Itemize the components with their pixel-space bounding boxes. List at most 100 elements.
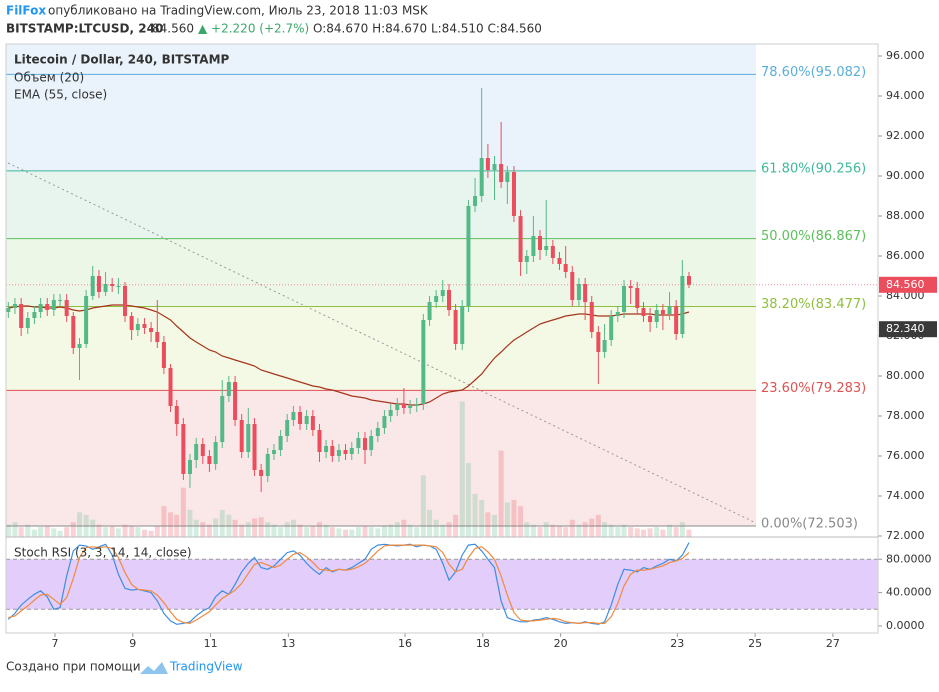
candle-body (343, 450, 348, 454)
candle-body (330, 446, 335, 456)
volume-bar (479, 500, 485, 537)
volume-bar (135, 527, 141, 537)
candle-body (531, 236, 536, 256)
volume-bar (316, 522, 322, 537)
candle-body (310, 416, 315, 430)
candle-body (628, 286, 633, 288)
candle-body (155, 332, 160, 342)
candle-body (544, 246, 549, 250)
volume-bar (433, 519, 439, 537)
volume-bar (634, 528, 640, 537)
candle-body (110, 284, 115, 286)
volume-bar (5, 524, 11, 537)
candle-body (246, 424, 251, 452)
candle-body (233, 382, 238, 420)
volume-bar (323, 524, 329, 537)
volume-bar (115, 528, 121, 537)
candle-body (32, 312, 37, 318)
candle-body (550, 246, 555, 258)
volume-bar (25, 524, 31, 537)
price-tag-label: 84.560 (886, 278, 925, 291)
volume-bar (375, 528, 381, 537)
y-tick-label: 88.000 (886, 209, 925, 222)
candle-body (356, 438, 361, 448)
candle-body (466, 206, 471, 306)
volume-bar (589, 518, 595, 537)
volume-bar (187, 509, 193, 537)
stoch-tick-label: 0.0000 (886, 619, 925, 632)
candle-body (6, 308, 11, 312)
candle-body (583, 284, 588, 302)
candle-body (207, 456, 212, 464)
volume-bar (524, 522, 530, 537)
fib-label: 50.00%(86.867) (761, 229, 866, 244)
price-tag (879, 276, 937, 293)
candle-body (149, 328, 154, 332)
volume-bar (161, 506, 167, 537)
volume-bar (77, 512, 83, 537)
price-tag-label: 82.340 (886, 322, 925, 335)
ohlc: O:84.670 H:84.670 L:84.510 C:84.560 (313, 22, 542, 36)
volume-bar (686, 529, 692, 537)
x-tick-label: 11 (204, 637, 218, 650)
candle-body (648, 316, 653, 322)
candle-body (427, 302, 432, 320)
volume-bar (245, 522, 251, 537)
volume-bar (329, 527, 335, 537)
volume-bar (381, 525, 387, 537)
candle-body (622, 286, 627, 312)
candle-body (686, 276, 691, 285)
x-tick-label: 16 (398, 637, 412, 650)
candle-body (168, 368, 173, 406)
volume-bar (518, 506, 524, 537)
volume-bar (576, 524, 582, 537)
x-tick-label: 23 (670, 637, 684, 650)
candle-body (375, 428, 380, 436)
volume-bar (141, 529, 147, 537)
volume-bar (394, 522, 400, 537)
candle-body (142, 324, 147, 328)
brand: FilFox (6, 4, 46, 18)
candle-body (609, 316, 614, 340)
x-tick-label: 27 (826, 637, 840, 650)
volume-legend: Объем (20) (14, 71, 84, 85)
candle-body (135, 324, 140, 330)
candle-body (25, 318, 30, 328)
volume-bar (615, 527, 621, 537)
volume-bar (368, 527, 374, 537)
candle-body (12, 304, 17, 308)
candle-body (187, 460, 192, 474)
volume-bar (511, 500, 517, 537)
candle-body (414, 404, 419, 406)
price: 84.560 (152, 22, 194, 36)
candle-body (336, 450, 341, 456)
volume-bar (258, 517, 264, 537)
volume-bar (660, 529, 666, 537)
volume-bar (168, 512, 174, 537)
published: опубликовано на TradingView.com, Июль 23… (48, 4, 429, 18)
volume-bar (200, 522, 206, 537)
marks: 78.60%(95.082) 61.80%(90.256) 50.00%(86.86… (6, 49, 937, 650)
volume-bar (310, 525, 316, 537)
candle-body (641, 308, 646, 316)
volume-bar (640, 529, 646, 537)
candle-body (615, 312, 620, 316)
volume-bar (472, 493, 478, 537)
footer-logo[interactable]: TradingView (169, 660, 243, 674)
candle-body (298, 412, 303, 424)
volume-bar (498, 450, 504, 537)
candle-body (291, 412, 296, 420)
volume-bar (206, 524, 212, 537)
candle-body (492, 164, 497, 170)
x-tick-label: 18 (476, 637, 490, 650)
candle-body (401, 404, 406, 408)
volume-bar (582, 522, 588, 537)
volume-bar (550, 524, 556, 537)
volume-bar (96, 524, 102, 537)
candle-body (259, 470, 264, 476)
volume-bar (109, 525, 115, 537)
candle-body (447, 290, 452, 310)
y-tick-label: 78.000 (886, 409, 925, 422)
volume-bar (265, 522, 271, 537)
